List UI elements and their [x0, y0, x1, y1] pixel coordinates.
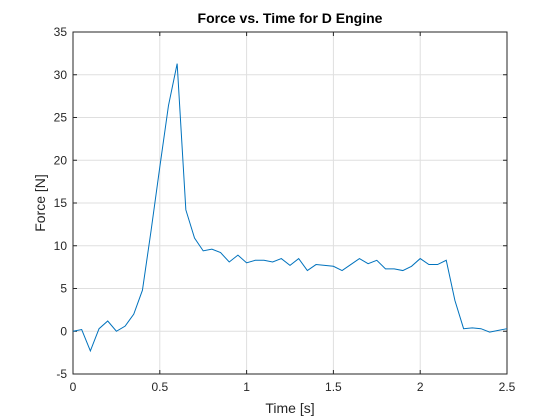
chart-title: Force vs. Time for D Engine — [198, 10, 383, 26]
x-tick-label: 1.5 — [325, 380, 342, 394]
x-tick-label: 0 — [70, 380, 77, 394]
x-tick-label: 0.5 — [151, 380, 168, 394]
y-tick-label: 5 — [60, 282, 67, 296]
x-tick-label: 2 — [417, 380, 424, 394]
y-tick-label: 30 — [54, 68, 68, 82]
y-tick-label: 20 — [54, 153, 68, 167]
y-tick-label: -5 — [56, 367, 67, 381]
x-axis-label: Time [s] — [265, 400, 314, 416]
y-tick-label: 0 — [60, 324, 67, 338]
y-tick-label: 10 — [54, 239, 68, 253]
x-tick-label: 2.5 — [499, 380, 516, 394]
series-line — [72, 63, 508, 353]
y-axis-label: Force [N] — [32, 174, 48, 232]
y-tick-label: 25 — [54, 111, 68, 125]
y-tick-label: 15 — [54, 196, 68, 210]
x-tick-label: 1 — [243, 380, 250, 394]
y-tick-label: 35 — [54, 25, 68, 39]
